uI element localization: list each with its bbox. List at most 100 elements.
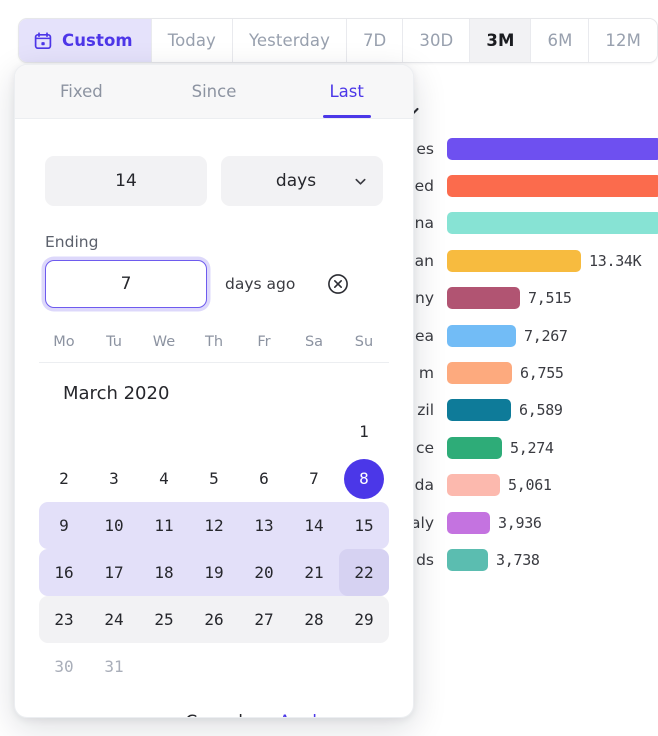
bar-chart-row[interactable]: zil 6,589	[398, 392, 658, 429]
calendar-day-cell[interactable]: 19	[204, 563, 224, 582]
ending-input[interactable]: 7	[45, 260, 207, 308]
range-button-custom[interactable]: Custom	[19, 19, 152, 62]
calendar-day-cell[interactable]: 4	[159, 469, 169, 488]
calendar-day-cell[interactable]: 7	[309, 469, 319, 488]
chevron-down-icon	[355, 178, 366, 185]
calendar-day-cell[interactable]: 21	[304, 563, 324, 582]
unit-select[interactable]: days	[221, 156, 383, 206]
ending-unit-label: days ago	[225, 275, 296, 293]
bar[interactable]	[447, 474, 500, 497]
calendar-day-cell[interactable]: 31	[104, 657, 124, 676]
bar-chart-row[interactable]: es	[398, 130, 658, 167]
bar-chart-row[interactable]: na	[398, 205, 658, 242]
bar-category-label: es	[416, 139, 434, 158]
bar-chart-rows: es ed na an 13.34K ny 7,515 ea 7,267 m 6,755 zil 6,5…	[398, 130, 658, 579]
calendar-day-cell[interactable]: 27	[254, 610, 274, 629]
calendar-day-cell[interactable]: 3	[109, 469, 119, 488]
calendar-day-empty	[89, 408, 139, 455]
calendar-day-cell[interactable]: 26	[204, 610, 224, 629]
bar-chart-row[interactable]: ds 3,738	[398, 541, 658, 578]
calendar-day-empty	[239, 643, 289, 690]
circle-x-icon[interactable]	[327, 273, 349, 295]
bar[interactable]	[447, 511, 490, 534]
calendar-grid: 1 2 3 4 5 6 7 8 9 10 11 12 13 14 15 16 17 18 19 20 21 22 23 24 2…	[39, 408, 389, 690]
range-button-30d[interactable]: 30D	[403, 19, 471, 62]
calendar-day-cell[interactable]: 17	[104, 563, 124, 582]
calendar-day-cell[interactable]: 18	[154, 563, 174, 582]
tab-last[interactable]: Last	[280, 65, 413, 118]
range-button-3m[interactable]: 3M	[470, 19, 532, 62]
bar[interactable]	[447, 362, 512, 385]
date-picker-popup: Fixed Since Last 14 days	[14, 64, 414, 718]
bar-category-label: da	[414, 476, 434, 495]
bar-value-label: 7,267	[524, 326, 568, 345]
calendar-day-cell[interactable]: 30	[54, 657, 74, 676]
calendar-day-cell[interactable]: 22	[339, 549, 389, 596]
calendar-day-cell[interactable]: 5	[209, 469, 219, 488]
range-button-6m-label: 6M	[547, 31, 573, 50]
range-button-6m[interactable]: 6M	[531, 19, 590, 62]
bar-chart-row[interactable]: an 13.34K	[398, 242, 658, 279]
tab-since[interactable]: Since	[148, 65, 281, 118]
calendar-icon	[34, 31, 52, 49]
bar-chart-row[interactable]: ce 5,274	[398, 429, 658, 466]
bar-category-label: m	[418, 364, 434, 383]
popup-body: 14 days Ending 7 days ago	[15, 119, 413, 717]
ending-row: 7 days ago	[45, 260, 383, 308]
range-button-yesterday[interactable]: Yesterday	[232, 19, 347, 62]
range-button-7d[interactable]: 7D	[346, 19, 404, 62]
bar-chart-row[interactable]: aly 3,936	[398, 504, 658, 541]
calendar-day-cell[interactable]: 29	[354, 610, 374, 629]
bar-value-label: 6,755	[520, 364, 564, 383]
calendar-day-cell[interactable]: 12	[204, 516, 224, 535]
calendar-day-empty	[39, 408, 89, 455]
bar-category-label: ce	[415, 438, 434, 457]
calendar-day-cell[interactable]: 2	[59, 469, 69, 488]
bar-chart: es ed na an 13.34K ny 7,515 ea 7,267 m 6,755 zil 6,5…	[398, 96, 658, 616]
duration-row: 14 days	[45, 156, 383, 206]
calendar-day-cell[interactable]: 6	[259, 469, 269, 488]
bar[interactable]	[447, 287, 520, 310]
bar-chart-row[interactable]: ed	[398, 167, 658, 204]
range-button-12m[interactable]: 12M	[589, 19, 657, 62]
bar[interactable]	[447, 249, 581, 272]
range-button-today-label: Today	[167, 31, 216, 50]
cancel-button[interactable]: Cancel	[185, 712, 243, 717]
bar[interactable]	[447, 212, 658, 235]
calendar: Mo Tu We Th Fr Sa Su March 2020 1 2 3 4 5 6 7 8 9 10 11 1…	[39, 334, 389, 690]
range-button-today[interactable]: Today	[151, 19, 233, 62]
bar[interactable]	[447, 548, 488, 571]
tab-fixed-label: Fixed	[59, 82, 103, 101]
bar[interactable]	[447, 175, 658, 198]
bar-chart-row[interactable]: ny 7,515	[398, 280, 658, 317]
bar[interactable]	[447, 436, 502, 459]
bar[interactable]	[447, 324, 516, 347]
calendar-day-cell[interactable]: 24	[104, 610, 124, 629]
calendar-day-cell[interactable]: 14	[304, 516, 324, 535]
apply-button[interactable]: Apply	[279, 712, 327, 717]
calendar-day-cell[interactable]: 20	[254, 563, 274, 582]
bar-chart-row[interactable]: ea 7,267	[398, 317, 658, 354]
calendar-day-cell[interactable]: 1	[359, 422, 369, 441]
calendar-weekday: Su	[354, 334, 374, 350]
calendar-day-cell[interactable]: 16	[54, 563, 74, 582]
bar[interactable]	[447, 399, 511, 422]
calendar-day-cell[interactable]: 25	[154, 610, 174, 629]
calendar-day-cell[interactable]: 10	[104, 516, 124, 535]
calendar-day-cell[interactable]: 13	[254, 516, 274, 535]
tab-since-label: Since	[191, 82, 237, 101]
calendar-day-cell[interactable]: 28	[304, 610, 324, 629]
tab-fixed[interactable]: Fixed	[15, 65, 148, 118]
bar-chart-row[interactable]: da 5,061	[398, 467, 658, 504]
calendar-day-empty	[189, 643, 239, 690]
bar[interactable]	[447, 137, 658, 160]
amount-input[interactable]: 14	[45, 156, 207, 206]
calendar-day-cell[interactable]: 15	[354, 516, 374, 535]
range-button-3m-label: 3M	[486, 31, 515, 50]
calendar-week-row: 16 17 18 19 20 21 22	[39, 549, 389, 596]
calendar-day-cell[interactable]: 11	[154, 516, 174, 535]
calendar-day-cell[interactable]: 8	[339, 455, 389, 502]
bar-chart-row[interactable]: m 6,755	[398, 354, 658, 391]
calendar-day-cell[interactable]: 23	[54, 610, 74, 629]
calendar-day-cell[interactable]: 9	[59, 516, 69, 535]
